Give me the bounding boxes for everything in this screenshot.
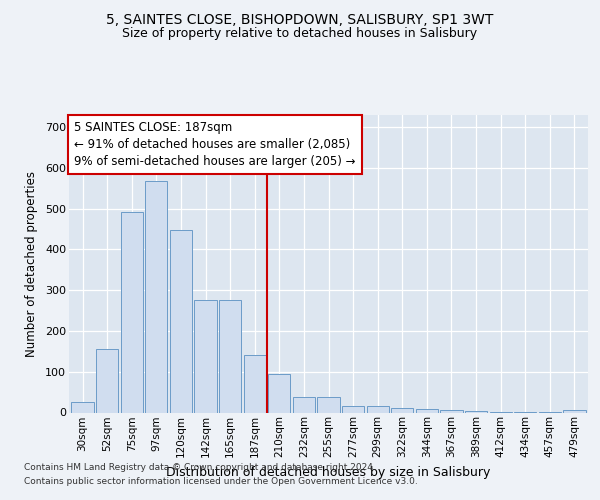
Bar xyxy=(219,300,241,412)
Y-axis label: Number of detached properties: Number of detached properties xyxy=(25,171,38,357)
Bar xyxy=(440,410,463,412)
X-axis label: Distribution of detached houses by size in Salisbury: Distribution of detached houses by size … xyxy=(166,466,491,478)
Bar xyxy=(194,300,217,412)
Text: Contains HM Land Registry data © Crown copyright and database right 2024.: Contains HM Land Registry data © Crown c… xyxy=(24,462,376,471)
Bar xyxy=(563,410,586,412)
Bar xyxy=(465,411,487,412)
Bar xyxy=(145,182,167,412)
Bar xyxy=(367,406,389,412)
Bar xyxy=(268,374,290,412)
Bar xyxy=(293,398,315,412)
Text: Size of property relative to detached houses in Salisbury: Size of property relative to detached ho… xyxy=(122,28,478,40)
Bar xyxy=(121,212,143,412)
Bar xyxy=(391,408,413,412)
Bar xyxy=(170,230,192,412)
Bar xyxy=(244,356,266,412)
Bar xyxy=(71,402,94,412)
Bar xyxy=(342,406,364,412)
Bar xyxy=(96,350,118,412)
Text: Contains public sector information licensed under the Open Government Licence v3: Contains public sector information licen… xyxy=(24,478,418,486)
Text: 5, SAINTES CLOSE, BISHOPDOWN, SALISBURY, SP1 3WT: 5, SAINTES CLOSE, BISHOPDOWN, SALISBURY,… xyxy=(106,12,494,26)
Bar xyxy=(317,398,340,412)
Text: 5 SAINTES CLOSE: 187sqm
← 91% of detached houses are smaller (2,085)
9% of semi-: 5 SAINTES CLOSE: 187sqm ← 91% of detache… xyxy=(74,121,356,168)
Bar xyxy=(416,409,438,412)
